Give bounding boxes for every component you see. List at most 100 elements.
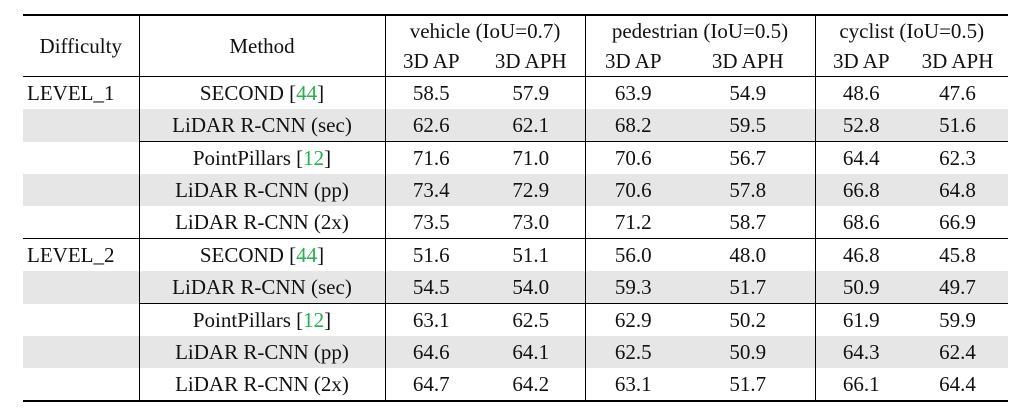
value-cell: 52.8 — [815, 109, 908, 142]
header-metric: 3D AP — [385, 46, 477, 77]
difficulty-cell — [23, 206, 140, 239]
table-row: LiDAR R-CNN (pp) 73.4 72.9 70.6 57.8 66.8 64.8 — [23, 174, 1009, 206]
results-table: Difficulty Method vehicle (IoU=0.7) pede… — [23, 14, 1009, 402]
method-cell: LiDAR R-CNN (pp) — [139, 174, 386, 206]
method-cell: LiDAR R-CNN (2x) — [139, 368, 386, 402]
value-cell: 64.1 — [477, 336, 586, 368]
method-cell: LiDAR R-CNN (sec) — [139, 271, 386, 304]
difficulty-cell — [23, 368, 140, 402]
table-row: LiDAR R-CNN (sec) 62.6 62.1 68.2 59.5 52.8 51.… — [23, 109, 1009, 142]
header-group-pedestrian: pedestrian (IoU=0.5) — [585, 14, 816, 46]
method-cell: PointPillars [12] — [139, 303, 386, 336]
value-cell: 54.0 — [477, 271, 586, 304]
method-cell: SECOND [44] — [139, 238, 386, 271]
method-name: LiDAR R-CNN (pp) — [175, 177, 349, 202]
value-cell: 63.1 — [585, 368, 681, 402]
value-cell: 64.6 — [385, 336, 477, 368]
value-cell: 51.6 — [385, 238, 477, 271]
value-cell: 61.9 — [815, 303, 908, 336]
value-cell: 51.7 — [681, 368, 816, 402]
cite-bracket: ] — [324, 145, 332, 170]
header-metric: 3D AP — [585, 46, 681, 77]
value-cell: 73.4 — [385, 174, 477, 206]
value-cell: 72.9 — [477, 174, 586, 206]
value-cell: 54.9 — [681, 76, 816, 109]
difficulty-cell — [23, 174, 140, 206]
difficulty-label: LEVEL_2 — [23, 238, 140, 271]
header-group-cyclist: cyclist (IoU=0.5) — [815, 14, 1009, 46]
header-method: Method — [139, 14, 386, 77]
method-name: SECOND — [199, 242, 290, 267]
value-cell: 64.7 — [385, 368, 477, 402]
value-cell: 51.6 — [907, 109, 1009, 142]
value-cell: 48.6 — [842, 80, 880, 105]
difficulty-cell — [23, 336, 140, 368]
value-cell: 64.3 — [815, 336, 908, 368]
value-cell: 46.8 — [815, 238, 908, 271]
method-name: LiDAR R-CNN (sec) — [172, 112, 352, 137]
value-cell: 64.4 — [907, 368, 1009, 402]
citation-link[interactable]: 44 — [296, 80, 318, 105]
difficulty-cell — [23, 303, 140, 336]
value-cell: 51.7 — [681, 271, 816, 304]
value-cell: 63.1 — [385, 303, 477, 336]
difficulty-label: LEVEL_1 — [23, 76, 140, 109]
method-name: LiDAR R-CNN (sec) — [172, 274, 352, 299]
value-cell: 63.9 — [614, 80, 652, 105]
value-cell: 62.5 — [585, 336, 681, 368]
method-name: LiDAR R-CNN (2x) — [175, 371, 349, 396]
header-metric: 3D AP — [815, 46, 908, 77]
cite-bracket: ] — [324, 307, 332, 332]
difficulty-cell — [23, 109, 140, 142]
value-cell: 66.8 — [815, 174, 908, 206]
cite-bracket: [ — [289, 242, 297, 267]
value-cell: 50.9 — [815, 271, 908, 304]
value-cell: 62.1 — [477, 109, 586, 142]
table-row: PointPillars [12] 63.1 62.5 62.9 50.2 61.9 59.… — [23, 303, 1009, 336]
table-body: LEVEL_1 SECOND [44] 58.5 57.9 63.9 54.9 48.6 47… — [23, 76, 1009, 402]
citation-link[interactable]: 12 — [303, 145, 325, 170]
cite-bracket: ] — [317, 242, 325, 267]
value-cell: 66.9 — [939, 209, 976, 234]
citation-link[interactable]: 44 — [296, 242, 318, 267]
value-cell: 62.6 — [385, 109, 477, 142]
method-name: LiDAR R-CNN (2x) — [175, 209, 349, 234]
value-cell: 48.0 — [681, 238, 816, 271]
difficulty-cell — [23, 271, 140, 304]
citation-link[interactable]: 12 — [303, 307, 325, 332]
value-cell: 71.0 — [477, 141, 586, 174]
value-cell: 58.5 — [412, 80, 450, 105]
method-name: SECOND — [199, 80, 290, 105]
value-cell: 47.6 — [939, 80, 976, 105]
header-metric: 3D APH — [907, 46, 1009, 77]
value-cell: 62.4 — [907, 336, 1009, 368]
table-row: LiDAR R-CNN (2x) 73.5 73.0 71.2 58.7 68.6 66.9 — [23, 206, 1008, 239]
cite-bracket: [ — [289, 80, 297, 105]
header-metric: 3D APH — [477, 46, 586, 77]
method-name: PointPillars — [192, 145, 297, 170]
value-cell: 64.4 — [815, 141, 908, 174]
value-cell: 57.8 — [681, 174, 816, 206]
value-cell: 70.6 — [585, 174, 681, 206]
value-cell: 49.7 — [907, 271, 1009, 304]
value-cell: 73.5 — [412, 209, 450, 234]
header-metric: 3D APH — [681, 46, 816, 77]
value-cell: 70.6 — [585, 141, 681, 174]
value-cell: 64.2 — [477, 368, 586, 402]
value-cell: 56.0 — [585, 238, 681, 271]
header-row-groups: Difficulty Method vehicle (IoU=0.7) pede… — [23, 14, 1009, 77]
value-cell: 56.7 — [681, 141, 816, 174]
header-group-vehicle: vehicle (IoU=0.7) — [385, 14, 586, 46]
value-cell: 64.8 — [907, 174, 1009, 206]
value-cell: 68.2 — [585, 109, 681, 142]
value-cell: 71.6 — [385, 141, 477, 174]
value-cell: 73.0 — [477, 206, 586, 239]
table-row: LEVEL_2 SECOND [44] 51.6 51.1 56.0 48.0 46.8 45… — [23, 238, 1009, 271]
results-table-container: Difficulty Method vehicle (IoU=0.7) pede… — [23, 14, 1009, 402]
method-name: LiDAR R-CNN (pp) — [175, 339, 349, 364]
value-cell: 71.2 — [614, 209, 652, 234]
header-difficulty: Difficulty — [23, 14, 140, 77]
table-row: LiDAR R-CNN (sec) 54.5 54.0 59.3 51.7 50.9 49.… — [23, 271, 1009, 304]
value-cell: 45.8 — [907, 238, 1009, 271]
method-cell: PointPillars [12] — [139, 141, 386, 174]
